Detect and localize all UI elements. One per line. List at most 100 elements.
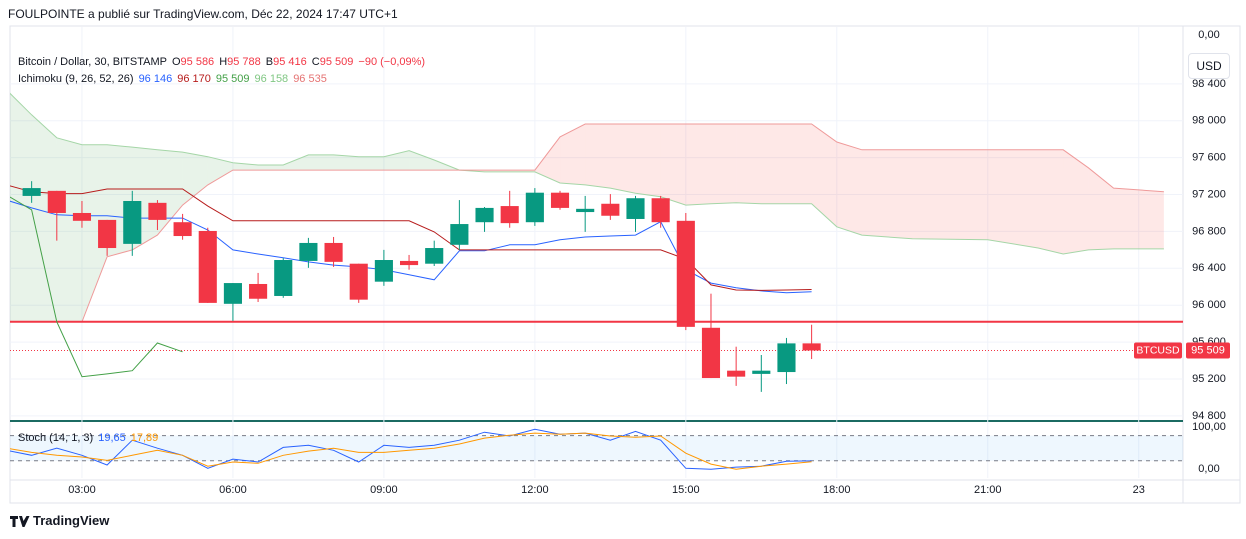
candle-body [173, 222, 192, 237]
symbol-legend: Bitcoin / Dollar, 30, BITSTAMP O95 586 H95… [18, 56, 430, 68]
candle-body [249, 283, 268, 299]
ichimoku-legend: Ichimoku (9, 26, 52, 26) 96 146 96 170 95 5… [18, 73, 332, 85]
y-tick-label: 96 400 [1192, 262, 1226, 274]
cloud-fill [987, 149, 1039, 249]
candle-body [727, 370, 746, 377]
y-tick-label: 96 000 [1192, 299, 1226, 311]
currency-button[interactable]: USD [1188, 53, 1230, 79]
y-tick-label: 0,00 [1198, 463, 1219, 475]
cloud-fill [182, 152, 208, 206]
cloud-fill [685, 123, 711, 206]
price-tag-text: 95 509 [1191, 344, 1225, 356]
candle-body [802, 343, 821, 351]
cloud-fill [1113, 188, 1139, 249]
cloud-fill [56, 137, 82, 322]
stoch-value: 19,65 [98, 432, 126, 444]
stoch-value: 17,89 [130, 432, 159, 444]
cloud-fill [207, 156, 233, 185]
candle-body [626, 198, 645, 219]
x-tick-label: 18:00 [823, 484, 851, 496]
cloud-fill [534, 136, 561, 184]
cloud-fill [912, 149, 988, 240]
candle-body [525, 192, 544, 223]
cloud-fill [81, 144, 108, 322]
cloud-fill [10, 93, 32, 322]
author-line: FOULPOINTE a publié sur TradingView.com,… [8, 7, 398, 21]
candle-body [576, 208, 595, 213]
cloud-fill [31, 114, 57, 322]
cloud-fill [736, 123, 762, 204]
stoch-title: Stoch (14, 1, 3) [18, 432, 94, 444]
candle-body [198, 230, 217, 303]
candle-body [299, 242, 318, 261]
candle-body [399, 260, 419, 266]
cloud-fill [358, 156, 384, 171]
candle-body [374, 260, 393, 282]
candle-body [274, 260, 293, 296]
cloud-fill [585, 123, 611, 189]
cloud-fill [1063, 149, 1089, 255]
symbol-tag [1134, 342, 1182, 359]
cloud-fill [560, 123, 586, 185]
x-tick-label: 12:00 [521, 484, 549, 496]
candle-body [651, 198, 670, 223]
symbol-name: Bitcoin / Dollar, 30, BITSTAMP [18, 56, 167, 68]
y-tick-label: 97 600 [1192, 152, 1226, 164]
ichimoku-value: 96 170 [177, 73, 211, 85]
cloud-fill [861, 149, 913, 239]
cloud-fill [761, 123, 787, 204]
y-tick-label: 97 200 [1192, 188, 1226, 200]
cloud-fill [660, 123, 686, 206]
ohlc-value: 95 416 [273, 56, 307, 68]
candle-body [148, 202, 167, 220]
ichimoku-value: 96 146 [138, 73, 173, 85]
cloud-fill [283, 154, 309, 171]
candle-body [676, 220, 695, 327]
candle-body [22, 188, 41, 196]
candle-body [701, 327, 721, 379]
candle-body [349, 263, 368, 300]
candle-body [223, 283, 242, 304]
candle-body [98, 219, 117, 249]
candle-body [324, 242, 343, 262]
top-axis-label: 0,00 [1198, 29, 1219, 41]
change: −90 (−0,09%) [358, 56, 426, 68]
y-tick-label: 96 800 [1192, 225, 1226, 237]
stoch-line [10, 432, 812, 470]
ohlc-key: B [265, 56, 274, 68]
brand-name: TradingView [33, 513, 110, 528]
ichimoku-value: 96 535 [293, 73, 327, 85]
cloud-fill [836, 141, 862, 236]
stoch-legend: Stoch (14, 1, 3) 19,65 17,89 [18, 432, 163, 444]
candle-body [47, 190, 66, 213]
cloud-fill [1088, 167, 1114, 250]
x-tick-label: 09:00 [370, 484, 398, 496]
cloud-span-a [10, 92, 1164, 255]
y-tick-label: 98 000 [1192, 115, 1226, 127]
ohlc-key: H [219, 56, 228, 68]
candle-body [500, 206, 519, 224]
cloud-fill [333, 154, 359, 171]
y-tick-label: 94 800 [1192, 410, 1226, 422]
candle-body [475, 207, 494, 223]
cloud-fill [1138, 189, 1164, 249]
ohlc-value: 95 509 [319, 56, 354, 68]
cloud-fill [710, 123, 737, 204]
cloud-fill [786, 123, 812, 204]
ohlc-value: 95 788 [227, 56, 261, 68]
cloud-fill [1038, 149, 1064, 255]
ohlc-key: O [171, 56, 181, 68]
candle-body [450, 224, 469, 245]
cloud-fill [811, 123, 837, 227]
brand-logo [10, 516, 30, 527]
cloud-fill [308, 154, 334, 171]
x-tick-label: 03:00 [68, 484, 96, 496]
ichimoku-title: Ichimoku (9, 26, 52, 26) [18, 73, 134, 85]
ichimoku-value: 95 509 [215, 73, 250, 85]
y-tick-label: 100,00 [1192, 421, 1226, 433]
y-tick-label: 95 200 [1192, 373, 1226, 385]
candle-body [550, 192, 570, 208]
x-tick-label: 23 [1133, 484, 1145, 496]
